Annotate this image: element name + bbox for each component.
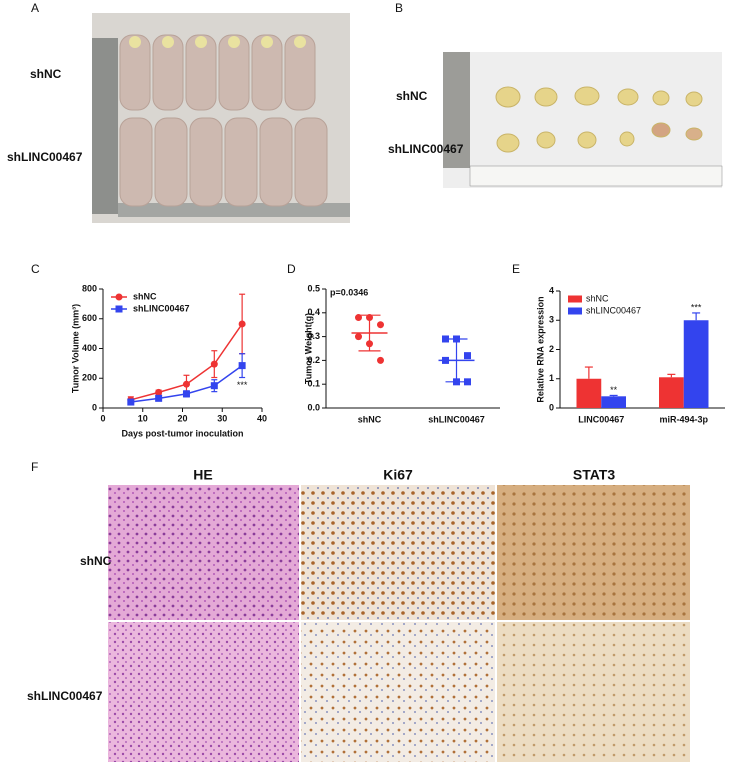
annotation: p=0.0346 — [330, 287, 368, 297]
y-tick-label: 800 — [82, 283, 97, 293]
x-tick-label: 10 — [138, 413, 148, 423]
panel-label: A — [31, 1, 39, 15]
x-tick-label: shNC — [358, 414, 382, 424]
legend-swatch — [568, 307, 582, 315]
y-tick-label: 4 — [549, 285, 554, 295]
y-axis-label: Tumor Volume (mm³) — [70, 304, 80, 393]
x-tick-label: shLINC00467 — [428, 414, 485, 424]
y-tick-label: 600 — [82, 313, 97, 323]
legend-marker — [115, 305, 123, 313]
marker — [464, 352, 471, 360]
panel-label: B — [395, 1, 403, 15]
marker — [377, 321, 384, 329]
y-tick-label: 2 — [549, 344, 554, 354]
marker — [155, 388, 163, 396]
legend-label: shLINC00467 — [133, 303, 190, 313]
y-tick-label: 3 — [549, 315, 554, 325]
marker — [210, 382, 218, 390]
y-tick-label: 1 — [549, 373, 554, 383]
row-label: shLINC00467 — [388, 142, 464, 156]
significance: *** — [691, 302, 702, 312]
y-tick-label: 0.5 — [307, 283, 320, 293]
column-header: HE — [193, 467, 212, 483]
y-tick-label: 0 — [549, 402, 554, 412]
y-tick-label: 200 — [82, 373, 97, 383]
x-tick-label: 0 — [100, 413, 105, 423]
tumor-photo — [443, 52, 723, 188]
marker — [355, 314, 362, 322]
marker — [238, 362, 246, 370]
marker — [182, 380, 190, 388]
panel-label: C — [31, 262, 40, 276]
legend-label: shNC — [586, 293, 609, 303]
marker — [238, 320, 246, 328]
marker — [377, 356, 384, 364]
x-tick-label: 20 — [177, 413, 187, 423]
marker — [155, 394, 163, 402]
significance: *** — [237, 380, 248, 390]
marker — [127, 398, 135, 406]
y-axis-label: Tumor Weight(g) — [303, 313, 313, 384]
x-tick-label: 40 — [257, 413, 267, 423]
legend-label: shLINC00467 — [586, 305, 641, 315]
row-label: shNC — [80, 554, 112, 568]
legend-label: shNC — [133, 291, 157, 301]
panel-label: E — [512, 262, 520, 276]
marker — [210, 360, 218, 368]
x-tick-label: LINC00467 — [578, 414, 624, 424]
marker — [182, 390, 190, 398]
panel-label: D — [287, 262, 296, 276]
y-axis-label: Relative RNA expression — [535, 296, 545, 402]
bar — [576, 378, 602, 408]
legend-swatch — [568, 295, 582, 303]
y-tick-label: 0.3 — [307, 331, 320, 341]
row-label: shNC — [396, 89, 428, 103]
y-tick-label: 400 — [82, 343, 97, 353]
y-tick-label: 0.4 — [307, 307, 320, 317]
histology-grid — [108, 485, 690, 762]
x-tick-label: 30 — [217, 413, 227, 423]
column-header: STAT3 — [573, 467, 615, 483]
column-header: Ki67 — [383, 467, 413, 483]
legend-marker — [115, 293, 123, 301]
bar — [683, 320, 709, 408]
panel-label: F — [31, 460, 38, 474]
x-axis-label: Days post-tumor inoculation — [121, 428, 243, 438]
y-tick-label: 0.2 — [307, 355, 320, 365]
marker — [355, 333, 362, 341]
y-tick-label: 0.1 — [307, 379, 320, 389]
x-tick-label: miR-494-3p — [659, 414, 708, 424]
row-label: shLINC00467 — [7, 150, 83, 164]
y-tick-label: 0.0 — [307, 402, 320, 412]
bar — [601, 396, 626, 408]
row-label: shNC — [30, 67, 62, 81]
mice-photo — [92, 13, 350, 223]
bar — [659, 377, 684, 408]
y-tick-label: 0 — [92, 402, 97, 412]
row-label: shLINC00467 — [27, 689, 103, 703]
significance: ** — [610, 385, 618, 395]
